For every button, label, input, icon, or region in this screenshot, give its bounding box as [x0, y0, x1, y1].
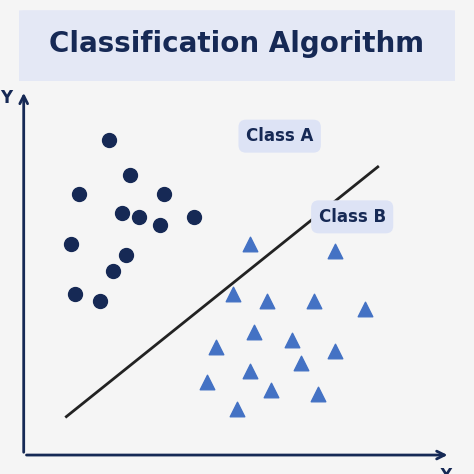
Point: [250, 328, 258, 336]
Point: [67, 240, 74, 247]
Point: [233, 405, 241, 413]
Point: [109, 267, 117, 274]
Point: [267, 386, 275, 393]
Point: [289, 336, 296, 344]
Point: [212, 344, 219, 351]
Point: [75, 190, 83, 198]
FancyBboxPatch shape: [6, 11, 468, 81]
Point: [310, 298, 318, 305]
Point: [203, 378, 211, 386]
Point: [314, 390, 322, 397]
Point: [71, 290, 79, 298]
Text: X: X: [439, 467, 453, 474]
Text: Class A: Class A: [246, 127, 313, 145]
Text: Y: Y: [0, 89, 13, 107]
Point: [105, 136, 113, 144]
Point: [127, 171, 134, 178]
Text: Classification Algorithm: Classification Algorithm: [49, 29, 425, 58]
Point: [118, 209, 126, 217]
Point: [263, 298, 271, 305]
Point: [246, 240, 254, 247]
Point: [135, 213, 143, 220]
Text: Class B: Class B: [319, 208, 386, 226]
Point: [122, 252, 130, 259]
Point: [331, 247, 339, 255]
Point: [156, 221, 164, 228]
Point: [361, 305, 369, 313]
Point: [297, 359, 305, 366]
Point: [161, 190, 168, 198]
Point: [246, 367, 254, 374]
Point: [191, 213, 198, 220]
Point: [229, 290, 237, 298]
Point: [97, 298, 104, 305]
Point: [331, 347, 339, 355]
